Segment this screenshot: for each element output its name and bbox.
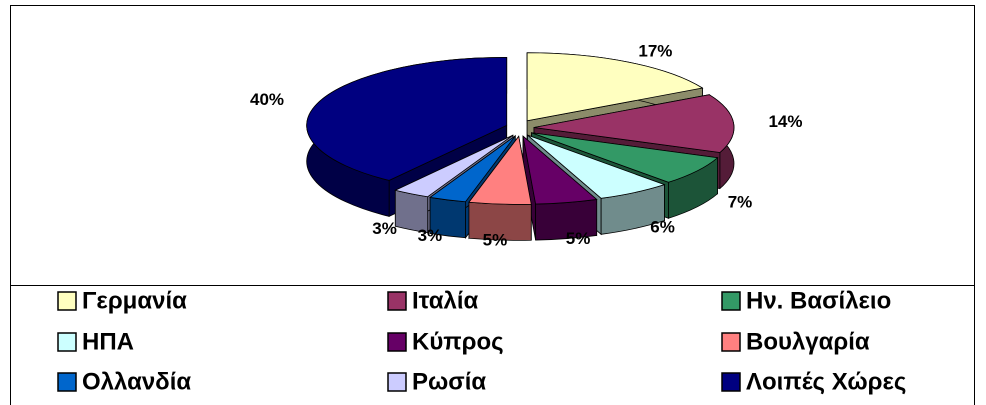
legend-swatch <box>57 372 77 392</box>
data-label: 17% <box>638 41 672 60</box>
data-label: 5% <box>566 229 591 248</box>
frame <box>10 5 975 405</box>
legend-swatch <box>721 372 741 392</box>
slice <box>522 135 598 205</box>
legend-swatch <box>57 332 77 352</box>
legend-label: Λοιπές Χώρες <box>746 368 906 395</box>
data-label: 14% <box>768 112 802 131</box>
legend-swatch <box>721 291 741 311</box>
labels: 17% 14% 7% 6% 5% 5% 3% 3% 40% <box>250 41 802 249</box>
legend-label: Κύπρος <box>412 328 504 355</box>
legend-label: Βουλγαρία <box>746 328 870 355</box>
slice-tops <box>306 52 735 205</box>
data-label: 6% <box>650 217 675 236</box>
legend-label: Ολλανδία <box>82 368 191 395</box>
data-label: 5% <box>483 231 508 250</box>
legend-label: Γερμανία <box>82 287 187 314</box>
data-label: 7% <box>728 192 753 211</box>
legend-swatch <box>387 332 407 352</box>
legend-swatch <box>387 372 407 392</box>
slice <box>394 134 514 198</box>
legend-label: Ρωσία <box>412 368 486 395</box>
legend-swatch <box>721 332 741 352</box>
legend-swatch <box>387 291 407 311</box>
slice <box>526 52 704 122</box>
legend: Γερμανία Ιταλία Ην. Βασίλειο ΗΠΑ Κύπρος Βουλγ… <box>57 287 906 395</box>
data-label: 40% <box>250 90 284 109</box>
slice <box>527 134 666 199</box>
data-label: 3% <box>418 226 443 245</box>
slice <box>531 132 719 183</box>
slice <box>306 57 508 181</box>
data-label: 3% <box>372 219 397 238</box>
legend-label: ΗΠΑ <box>82 328 134 355</box>
slice <box>429 135 516 203</box>
slice <box>533 94 735 153</box>
legend-label: Ιταλία <box>412 287 478 314</box>
legend-swatch <box>57 291 77 311</box>
slice <box>468 135 532 205</box>
legend-label: Ην. Βασίλειο <box>746 287 891 314</box>
